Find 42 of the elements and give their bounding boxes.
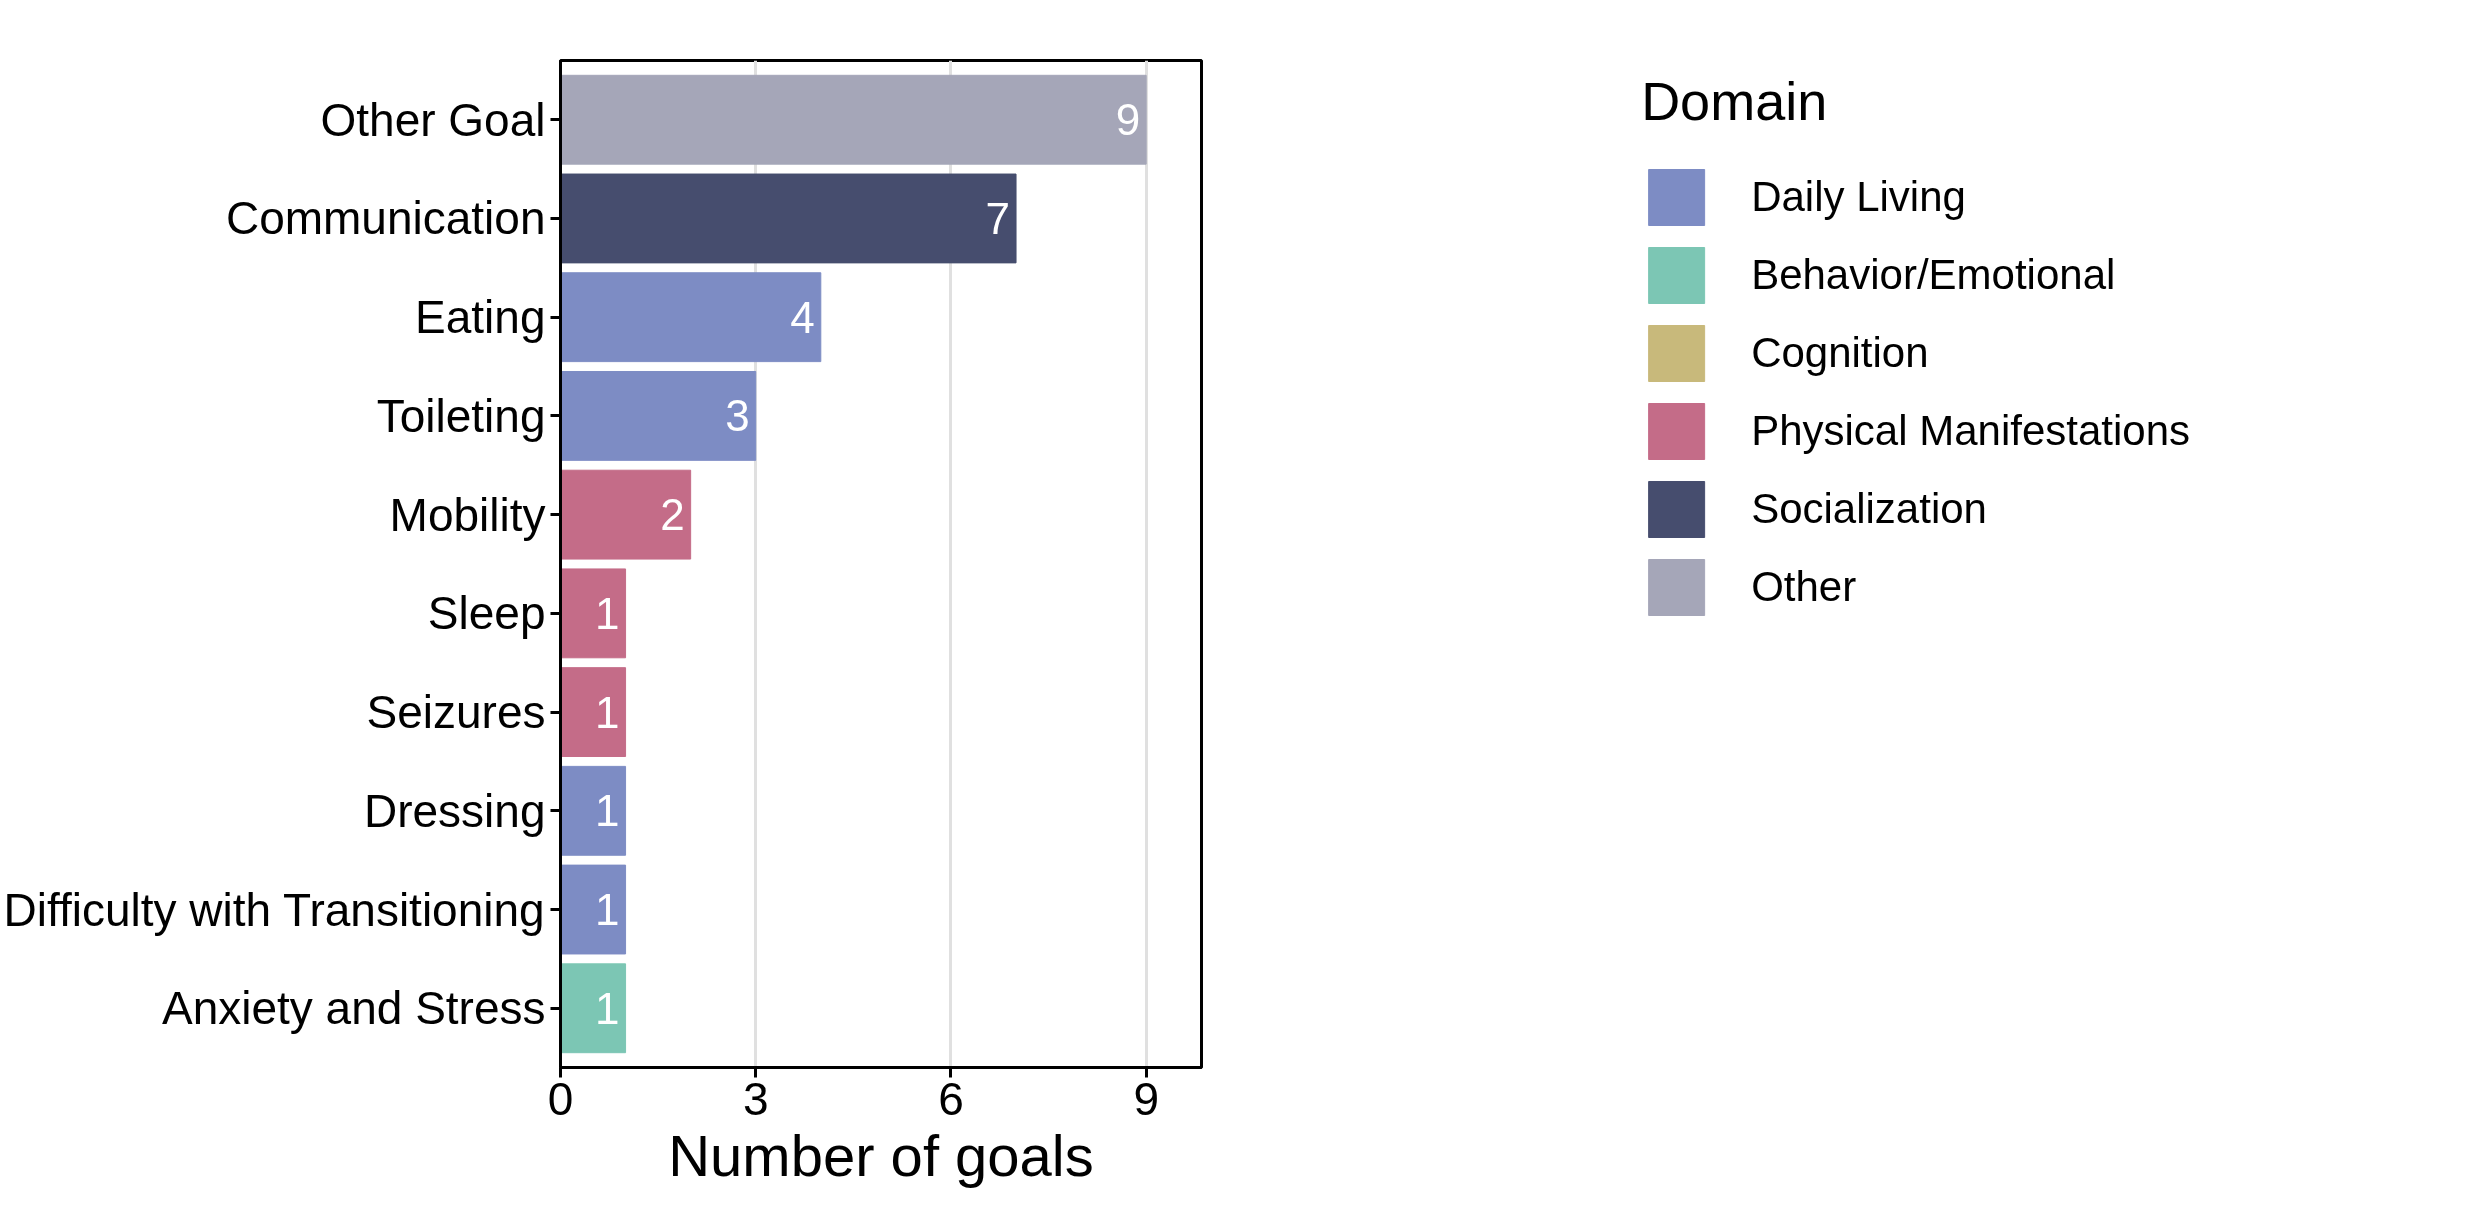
- legend-label: Daily Living: [1751, 173, 1966, 221]
- bar: [560, 963, 627, 1054]
- data-label: 7: [985, 193, 1011, 243]
- bar: [560, 765, 627, 856]
- y-tick-label: Sleep: [427, 587, 546, 640]
- legend-label: Socialization: [1751, 485, 1987, 533]
- data-label: 1: [595, 588, 620, 638]
- bar: [560, 667, 627, 758]
- bar: [560, 469, 692, 560]
- legend-title: Domain: [1641, 70, 1829, 132]
- bar: [560, 74, 1147, 165]
- data-label: 9: [1115, 95, 1141, 145]
- bar: [560, 173, 1017, 264]
- data-label: 4: [790, 292, 815, 342]
- legend-label: Cognition: [1751, 329, 1929, 377]
- y-tick-label: Anxiety and Stress: [161, 982, 546, 1035]
- x-tick-label: 9: [1133, 1072, 1159, 1125]
- x-tick-label: 6: [938, 1072, 964, 1125]
- data-label: 2: [660, 490, 685, 540]
- legend-label: Other: [1751, 563, 1857, 611]
- x-tick-label: 0: [547, 1072, 574, 1125]
- y-tick-label: Other Goal: [320, 93, 546, 146]
- y-tick-label: Toileting: [376, 389, 546, 442]
- x-tick-label: 3: [742, 1072, 769, 1125]
- bar: [560, 272, 822, 363]
- y-tick-label: Mobility: [389, 488, 546, 541]
- data-label: 1: [595, 687, 620, 737]
- data-label: 3: [725, 391, 750, 441]
- data-label: 1: [595, 885, 620, 935]
- y-tick-label: Difficulty with Transitioning: [3, 883, 545, 936]
- data-label: 1: [595, 983, 620, 1033]
- y-tick-label: Communication: [225, 192, 546, 245]
- legend-label: Physical Manifestations: [1751, 407, 2190, 455]
- y-tick-label: Seizures: [366, 686, 546, 739]
- legend-label: Behavior/Emotional: [1751, 251, 2116, 299]
- y-tick-label: Dressing: [363, 784, 546, 837]
- data-label: 1: [595, 786, 620, 836]
- bar: [560, 370, 757, 461]
- x-axis-title: Number of goals: [668, 1122, 1094, 1188]
- bar: [560, 864, 627, 955]
- bar: [560, 568, 627, 659]
- y-tick-label: Eating: [415, 291, 546, 344]
